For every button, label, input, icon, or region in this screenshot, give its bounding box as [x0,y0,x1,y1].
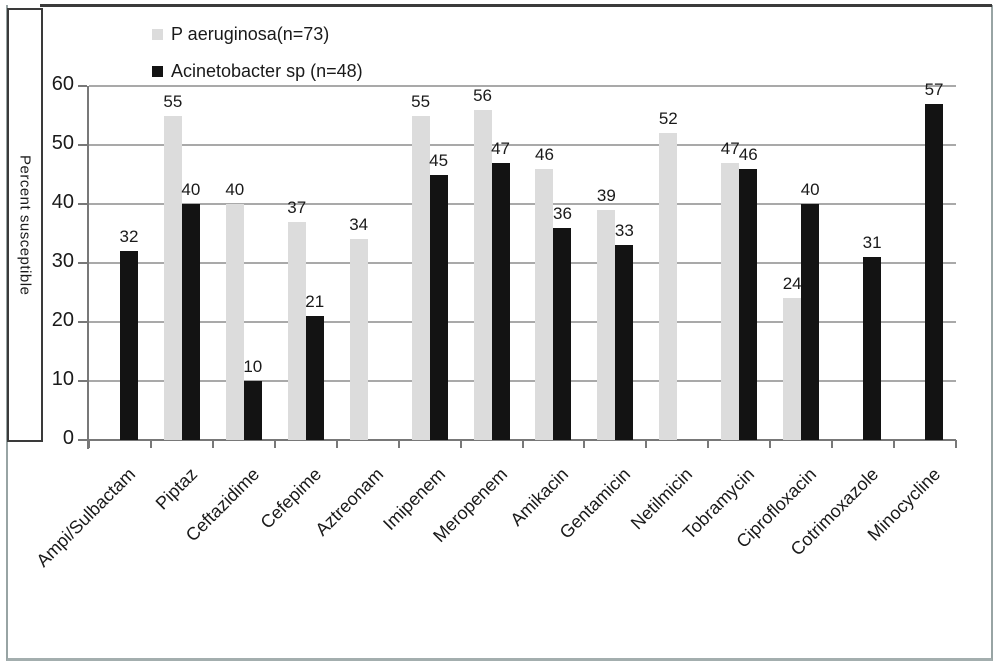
bar-imipenem-paeruginosa [411,115,430,440]
bar-piptaz-paeruginosa [163,115,182,440]
y-axis-label-box: Percent susceptible [7,8,43,442]
bar-value-label-ceftazidime-acinetobacter: 10 [243,357,263,376]
bar-value-label-minocycline-acinetobacter: 57 [924,79,944,99]
y-tick-0 [78,439,87,441]
bar-meropenem-paeruginosa [473,109,492,440]
bar-value-label-gentamicin-acinetobacter: 33 [614,221,634,241]
bar-value-label-cotrimoxazole-acinetobacter: 31 [862,233,882,253]
bar-value-label-imipenem-paeruginosa: 55 [411,91,431,111]
x-tick-2 [211,440,214,448]
x-tick-0 [88,440,90,448]
y-axis-label: Percent susceptible [16,154,34,296]
figure-top-border [40,4,992,7]
bar-piptaz-acinetobacter [181,204,200,440]
x-tick-11 [769,440,772,448]
x-tick-12 [831,440,834,448]
legend-label-acinetobacter: Acinetobacter sp (n=48) [171,61,363,81]
gridline-10 [89,380,956,382]
y-tick-40 [78,203,87,205]
bar-minocycline-acinetobacter [925,103,944,440]
bar-value-label-piptaz-acinetobacter: 40 [181,180,201,199]
bar-value-label-ceftazidime-paeruginosa: 40 [225,180,245,199]
y-tick-20 [78,321,87,323]
bar-value-label-ciprofloxacin-acinetobacter: 40 [800,180,820,199]
bar-value-label-cefepime-paeruginosa: 37 [287,197,307,217]
bar-amikacin-paeruginosa [535,168,554,440]
legend-row-paeruginosa: P aeruginosa(n=73) [152,24,363,45]
x-tick-4 [335,440,338,448]
bar-imipenem-acinetobacter [429,174,448,440]
legend-swatch-icon-acinetobacter [152,66,163,77]
y-tick-label-40: 40 [51,191,74,213]
bar-tobramycin-acinetobacter [739,168,758,440]
bar-tobramycin-paeruginosa [721,162,740,440]
y-tick-label-30: 30 [51,250,74,272]
bar-value-label-amikacin-paeruginosa: 46 [534,144,554,164]
bar-meropenem-acinetobacter [491,162,510,440]
y-tick-label-50: 50 [51,132,74,154]
y-tick-60 [78,85,87,87]
gridline-60 [89,85,956,87]
bar-aztreonam-paeruginosa [349,239,368,440]
y-tick-label-10: 10 [51,368,74,390]
y-tick-label-0: 0 [62,427,74,449]
y-tick-50 [78,144,87,146]
bar-cefepime-acinetobacter [305,316,324,440]
x-tick-3 [273,440,276,448]
gridline-40 [89,203,956,205]
y-tick-10 [78,380,87,382]
x-tick-7 [521,440,524,448]
x-tick-1 [149,440,152,448]
x-tick-13 [893,440,896,448]
bar-value-label-piptaz-paeruginosa: 55 [163,91,183,111]
legend-row-acinetobacter: Acinetobacter sp (n=48) [152,61,363,82]
legend-label-paeruginosa: P aeruginosa(n=73) [171,24,330,44]
bar-ampi-sulbactam-acinetobacter [119,251,138,440]
x-tick-8 [583,440,586,448]
x-tick-5 [397,440,400,448]
gridline-50 [89,144,956,146]
x-label-ampi-sulbactam: Ampi/Sulbactam [32,464,140,571]
bar-gentamicin-paeruginosa [597,209,616,440]
bar-value-label-gentamicin-paeruginosa: 39 [596,185,616,205]
bar-value-label-ampi-sulbactam-acinetobacter: 32 [119,227,139,247]
bar-value-label-tobramycin-paeruginosa: 47 [720,138,740,158]
legend: P aeruginosa(n=73) Acinetobacter sp (n=48… [152,24,363,98]
bar-netilmicin-paeruginosa [659,133,678,440]
bar-value-label-amikacin-acinetobacter: 36 [552,203,572,223]
bar-cotrimoxazole-acinetobacter [863,257,882,440]
y-tick-label-60: 60 [51,73,74,95]
gridline-20 [89,321,956,323]
bar-gentamicin-acinetobacter [615,245,634,440]
bar-amikacin-acinetobacter [553,227,572,440]
bar-ceftazidime-acinetobacter [243,381,262,440]
bar-value-label-imipenem-acinetobacter: 45 [429,150,449,170]
x-label-piptaz: Piptaz [151,464,202,514]
bar-value-label-cefepime-acinetobacter: 21 [305,292,325,312]
bar-cefepime-paeruginosa [287,221,306,440]
x-tick-10 [707,440,710,448]
bar-value-label-aztreonam-paeruginosa: 34 [349,215,369,235]
y-tick-30 [78,262,87,264]
legend-swatch-icon-paeruginosa [152,29,163,40]
bar-ciprofloxacin-acinetobacter [801,204,820,440]
gridline-30 [89,262,956,264]
y-tick-label-20: 20 [51,309,74,331]
bar-value-label-netilmicin-paeruginosa: 52 [658,109,678,129]
y-axis-line [87,86,89,449]
bar-ceftazidime-paeruginosa [225,204,244,440]
bar-value-label-tobramycin-acinetobacter: 46 [738,144,758,164]
bar-value-label-meropenem-acinetobacter: 47 [491,138,510,158]
x-tick-6 [459,440,462,448]
x-tick-9 [645,440,648,448]
bar-value-label-meropenem-paeruginosa: 56 [473,85,492,105]
bar-value-label-ciprofloxacin-paeruginosa: 24 [782,274,802,294]
x-tick-14 [955,440,957,448]
bar-ciprofloxacin-paeruginosa [783,298,802,440]
